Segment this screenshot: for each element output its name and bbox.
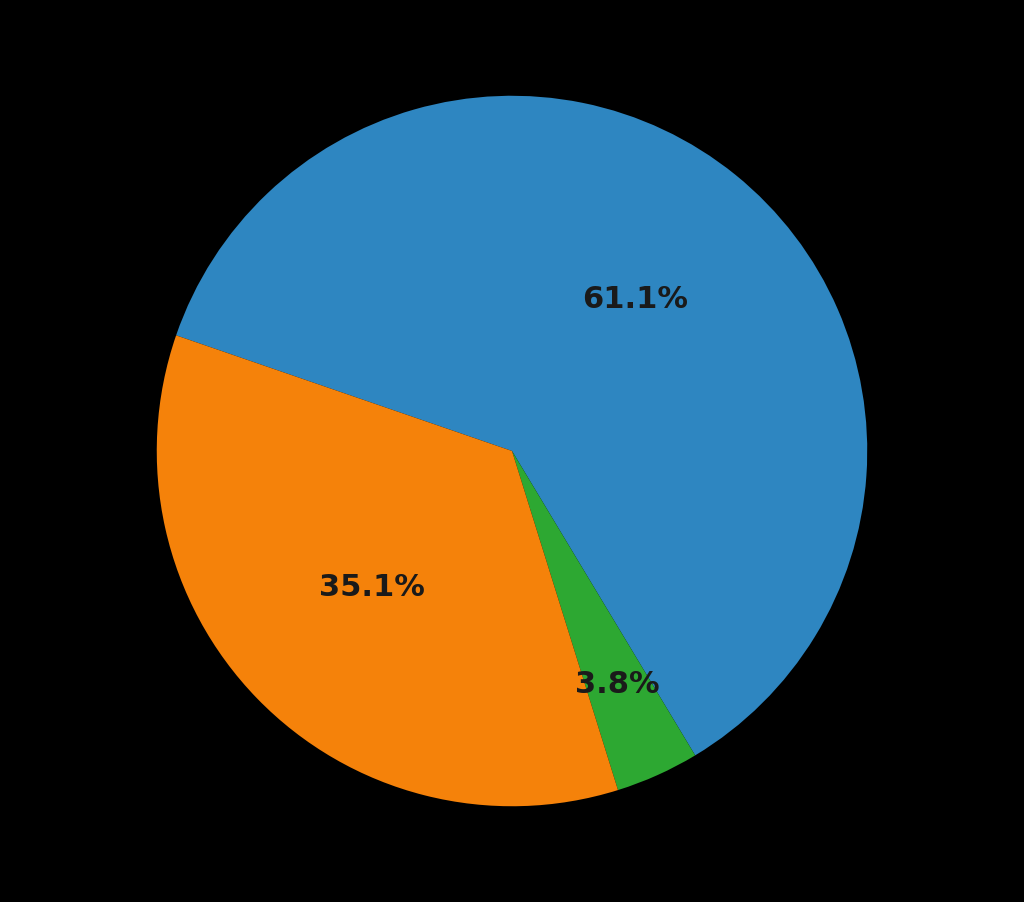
Text: 3.8%: 3.8% (574, 670, 659, 699)
Text: 35.1%: 35.1% (318, 573, 425, 602)
Text: 61.1%: 61.1% (582, 285, 688, 314)
Wedge shape (157, 336, 618, 806)
Wedge shape (512, 451, 695, 790)
Wedge shape (176, 96, 867, 755)
